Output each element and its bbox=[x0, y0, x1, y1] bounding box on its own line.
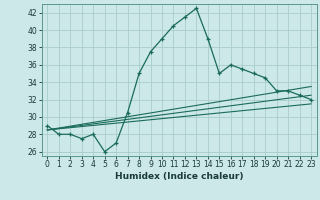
X-axis label: Humidex (Indice chaleur): Humidex (Indice chaleur) bbox=[115, 172, 244, 181]
